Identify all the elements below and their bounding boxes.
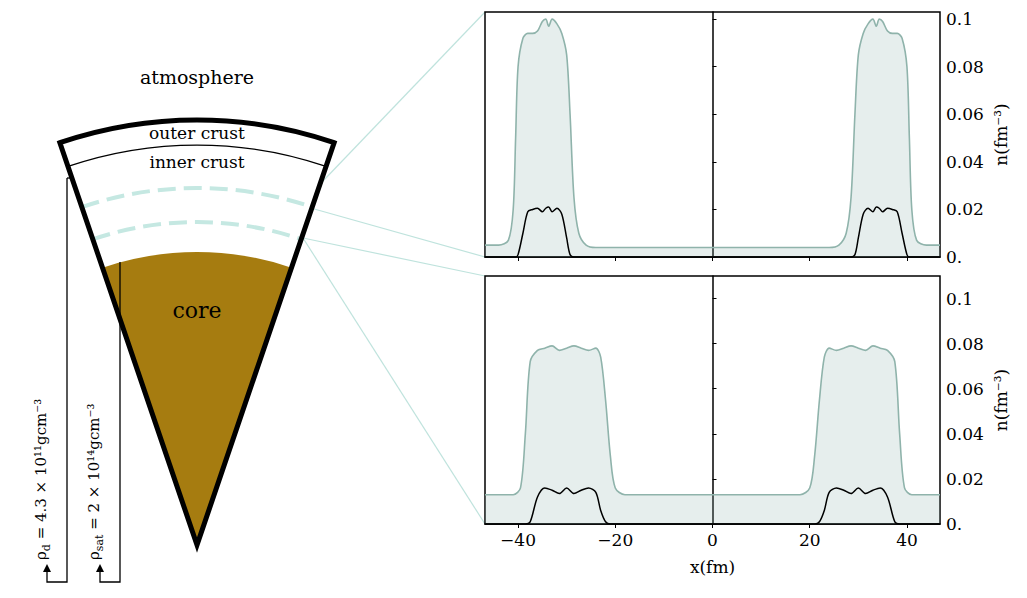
svg-text:0.08: 0.08 bbox=[946, 57, 984, 77]
svg-text:0: 0 bbox=[707, 530, 718, 550]
svg-text:0.04: 0.04 bbox=[946, 424, 984, 444]
svg-text:0.08: 0.08 bbox=[946, 334, 984, 354]
svg-text:outer crust: outer crust bbox=[149, 123, 245, 143]
svg-text:0.: 0. bbox=[946, 514, 962, 534]
svg-text:−40: −40 bbox=[500, 530, 536, 550]
svg-text:0.1: 0.1 bbox=[946, 9, 973, 29]
svg-text:0.04: 0.04 bbox=[946, 152, 984, 172]
svg-text:x(fm): x(fm) bbox=[690, 557, 735, 577]
svg-text:0.06: 0.06 bbox=[946, 104, 984, 124]
svg-text:atmosphere: atmosphere bbox=[140, 66, 254, 88]
svg-text:0.02: 0.02 bbox=[946, 469, 984, 489]
svg-text:ρd = 4.3 × 10¹¹gcm⁻³: ρd = 4.3 × 10¹¹gcm⁻³ bbox=[32, 399, 53, 560]
svg-text:0.: 0. bbox=[946, 247, 962, 267]
svg-text:n(fm⁻³): n(fm⁻³) bbox=[991, 369, 1011, 431]
svg-text:0.02: 0.02 bbox=[946, 199, 984, 219]
svg-text:0.1: 0.1 bbox=[946, 289, 973, 309]
svg-text:inner crust: inner crust bbox=[149, 152, 244, 172]
svg-text:core: core bbox=[172, 298, 221, 323]
svg-text:0.06: 0.06 bbox=[946, 379, 984, 399]
svg-text:−20: −20 bbox=[597, 530, 633, 550]
svg-text:20: 20 bbox=[799, 530, 821, 550]
svg-text:40: 40 bbox=[896, 530, 918, 550]
svg-text:ρsat = 2 × 10¹⁴gcm⁻³: ρsat = 2 × 10¹⁴gcm⁻³ bbox=[85, 404, 106, 560]
svg-text:n(fm⁻³): n(fm⁻³) bbox=[991, 103, 1011, 165]
